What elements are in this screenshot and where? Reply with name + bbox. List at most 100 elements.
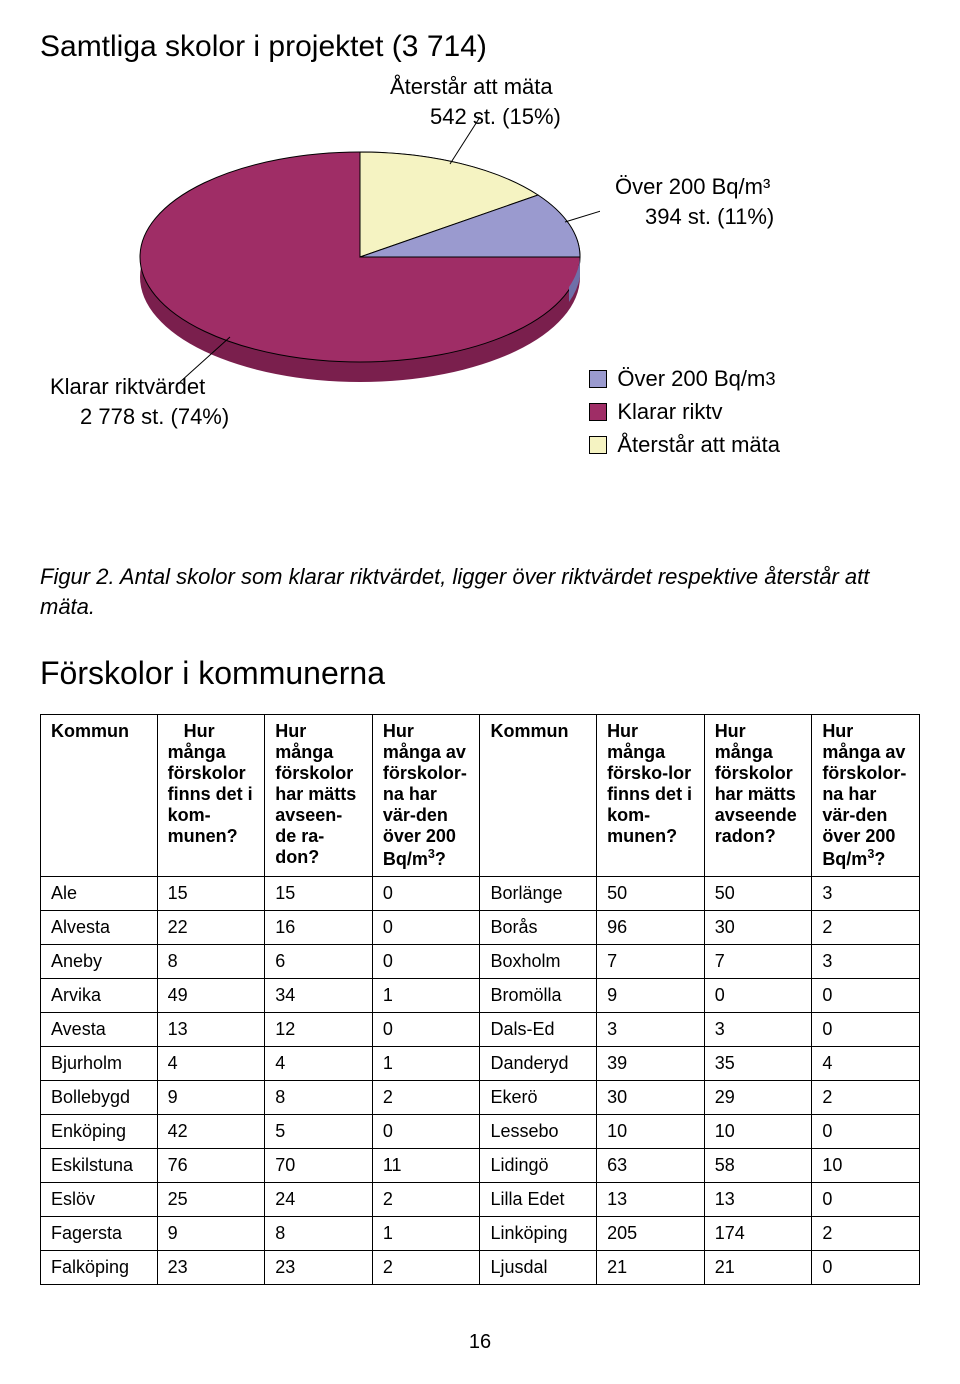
cell-value: 13 bbox=[157, 1013, 265, 1047]
cell-value: 0 bbox=[372, 911, 480, 945]
cell-kommun: Alvesta bbox=[41, 911, 158, 945]
cell-value: 0 bbox=[372, 1115, 480, 1149]
cell-value: 1 bbox=[372, 1047, 480, 1081]
cell-kommun: Ljusdal bbox=[480, 1251, 597, 1285]
cell-kommun: Dals-Ed bbox=[480, 1013, 597, 1047]
slice-label-magenta: Klarar riktvärdet 2 778 st. (74%) bbox=[50, 372, 229, 431]
cell-value: 21 bbox=[597, 1251, 705, 1285]
cell-kommun: Boxholm bbox=[480, 945, 597, 979]
col-matts: Hur många förskolor har mätts avseen-de … bbox=[265, 715, 373, 877]
cell-value: 2 bbox=[372, 1251, 480, 1285]
cell-kommun: Avesta bbox=[41, 1013, 158, 1047]
cell-value: 0 bbox=[812, 1183, 920, 1217]
cell-value: 8 bbox=[265, 1217, 373, 1251]
cell-value: 13 bbox=[597, 1183, 705, 1217]
cell-value: 2 bbox=[812, 1217, 920, 1251]
col-kommun-2: Kommun bbox=[480, 715, 597, 877]
table-row: Avesta13120Dals-Ed330 bbox=[41, 1013, 920, 1047]
cell-value: 23 bbox=[265, 1251, 373, 1285]
cell-value: 8 bbox=[157, 945, 265, 979]
table-row: Arvika49341Bromölla900 bbox=[41, 979, 920, 1013]
cell-kommun: Linköping bbox=[480, 1217, 597, 1251]
legend-item: Klarar riktv bbox=[589, 395, 780, 428]
cell-kommun: Ekerö bbox=[480, 1081, 597, 1115]
cell-value: 23 bbox=[157, 1251, 265, 1285]
cell-value: 3 bbox=[597, 1013, 705, 1047]
cell-value: 0 bbox=[812, 1013, 920, 1047]
cell-value: 0 bbox=[372, 1013, 480, 1047]
col-matts-2: Hur många förskolor har mätts avseende r… bbox=[704, 715, 812, 877]
table-row: Eslöv25242Lilla Edet13130 bbox=[41, 1183, 920, 1217]
cell-value: 4 bbox=[157, 1047, 265, 1081]
cell-value: 30 bbox=[597, 1081, 705, 1115]
cell-value: 49 bbox=[157, 979, 265, 1013]
cell-value: 15 bbox=[157, 877, 265, 911]
cell-value: 29 bbox=[704, 1081, 812, 1115]
pie-graphic bbox=[120, 102, 600, 407]
table-row: Alvesta22160Borås96302 bbox=[41, 911, 920, 945]
cell-value: 96 bbox=[597, 911, 705, 945]
cell-value: 205 bbox=[597, 1217, 705, 1251]
col-over200: Hur många av förskolor-na har vär-den öv… bbox=[372, 715, 480, 877]
cell-kommun: Eslöv bbox=[41, 1183, 158, 1217]
cell-value: 6 bbox=[265, 945, 373, 979]
slice-label-cream: Återstår att mäta 542 st. (15%) bbox=[390, 72, 561, 131]
chart-legend: Över 200 Bq/m3 Klarar riktv Återstår att… bbox=[589, 362, 780, 461]
cell-value: 0 bbox=[812, 979, 920, 1013]
cell-value: 5 bbox=[265, 1115, 373, 1149]
cell-value: 63 bbox=[597, 1149, 705, 1183]
page-number: 16 bbox=[40, 1331, 920, 1354]
cell-value: 11 bbox=[372, 1149, 480, 1183]
cell-kommun: Eskilstuna bbox=[41, 1149, 158, 1183]
cell-value: 9 bbox=[597, 979, 705, 1013]
cell-value: 4 bbox=[812, 1047, 920, 1081]
table-row: Bollebygd982Ekerö30292 bbox=[41, 1081, 920, 1115]
table-body: Ale15150Borlänge50503Alvesta22160Borås96… bbox=[41, 877, 920, 1285]
cell-value: 39 bbox=[597, 1047, 705, 1081]
cell-kommun: Bollebygd bbox=[41, 1081, 158, 1115]
cell-value: 25 bbox=[157, 1183, 265, 1217]
cell-value: 24 bbox=[265, 1183, 373, 1217]
col-finns-2: Hur många försko-lor finns det i kom-mun… bbox=[597, 715, 705, 877]
table-row: Falköping23232Ljusdal21210 bbox=[41, 1251, 920, 1285]
cell-kommun: Lilla Edet bbox=[480, 1183, 597, 1217]
cell-kommun: Aneby bbox=[41, 945, 158, 979]
cell-value: 16 bbox=[265, 911, 373, 945]
cell-value: 0 bbox=[372, 945, 480, 979]
col-over200-2: Hur många av förskolor-na har vär-den öv… bbox=[812, 715, 920, 877]
cell-value: 50 bbox=[597, 877, 705, 911]
cell-kommun: Ale bbox=[41, 877, 158, 911]
table-row: Eskilstuna767011Lidingö635810 bbox=[41, 1149, 920, 1183]
cell-value: 10 bbox=[597, 1115, 705, 1149]
cell-value: 0 bbox=[704, 979, 812, 1013]
col-finns: Hur många förskolor finns det i kom-mune… bbox=[157, 715, 265, 877]
cell-value: 70 bbox=[265, 1149, 373, 1183]
cell-kommun: Borlänge bbox=[480, 877, 597, 911]
cell-value: 0 bbox=[812, 1251, 920, 1285]
cell-value: 2 bbox=[372, 1081, 480, 1115]
cell-value: 2 bbox=[812, 1081, 920, 1115]
cell-value: 12 bbox=[265, 1013, 373, 1047]
legend-item: Återstår att mäta bbox=[589, 428, 780, 461]
cell-value: 2 bbox=[812, 911, 920, 945]
cell-kommun: Danderyd bbox=[480, 1047, 597, 1081]
cell-value: 15 bbox=[265, 877, 373, 911]
cell-value: 21 bbox=[704, 1251, 812, 1285]
cell-value: 2 bbox=[372, 1183, 480, 1217]
cell-value: 42 bbox=[157, 1115, 265, 1149]
cell-value: 35 bbox=[704, 1047, 812, 1081]
cell-value: 174 bbox=[704, 1217, 812, 1251]
cell-value: 76 bbox=[157, 1149, 265, 1183]
cell-kommun: Bjurholm bbox=[41, 1047, 158, 1081]
cell-value: 10 bbox=[704, 1115, 812, 1149]
cell-value: 10 bbox=[812, 1149, 920, 1183]
table-row: Aneby860Boxholm773 bbox=[41, 945, 920, 979]
cell-kommun: Lidingö bbox=[480, 1149, 597, 1183]
cell-value: 4 bbox=[265, 1047, 373, 1081]
data-table: Kommun Hur många förskolor finns det i k… bbox=[40, 714, 920, 1285]
section-title: Förskolor i kommunerna bbox=[40, 655, 920, 692]
cell-value: 0 bbox=[372, 877, 480, 911]
table-row: Fagersta981Linköping2051742 bbox=[41, 1217, 920, 1251]
legend-swatch-icon bbox=[589, 436, 607, 454]
cell-value: 13 bbox=[704, 1183, 812, 1217]
